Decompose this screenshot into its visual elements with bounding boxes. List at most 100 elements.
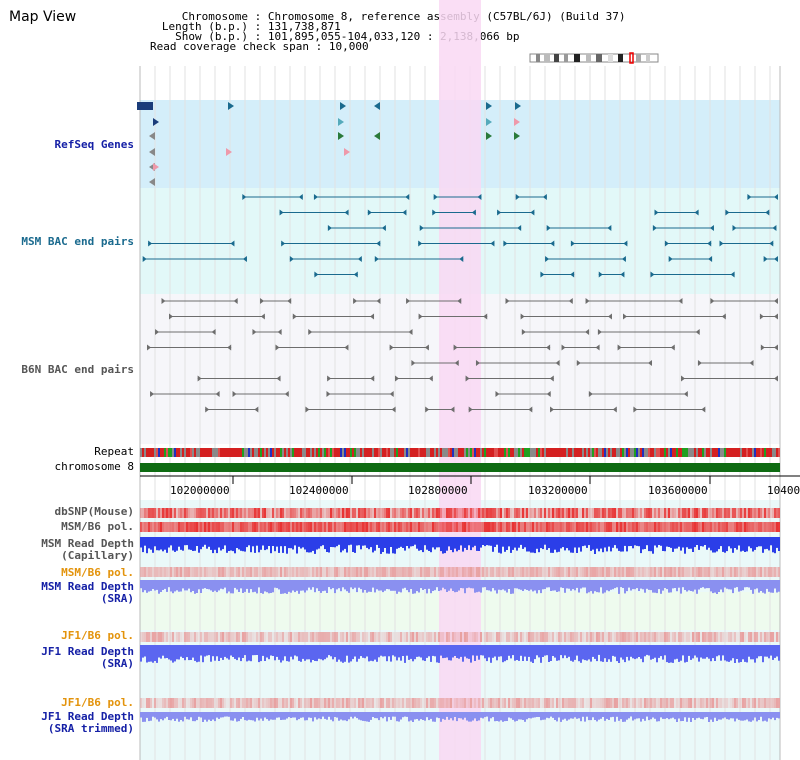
track-label-b6n-bac[interactable]: B6N BAC end pairs	[21, 363, 134, 376]
msm-depth-capillary-bar	[614, 537, 616, 546]
msm-depth-sra-bar	[194, 580, 196, 594]
msm-depth-capillary-bar	[700, 537, 702, 547]
repeat-block	[140, 448, 142, 457]
jf1-depth-sra-bar	[216, 645, 218, 657]
msm-depth-sra-bar	[512, 580, 514, 594]
msm-pol2-heat	[554, 567, 556, 577]
jf1-pol-heat	[726, 632, 728, 642]
jf1-depth-sra-bar	[730, 645, 732, 661]
msm-pol-heat	[770, 522, 772, 532]
dbsnp-heat	[382, 508, 384, 518]
jf1-pol2-heat	[554, 698, 556, 708]
msm-pol2-heat	[390, 567, 392, 577]
track-label-jf1-b6-pol[interactable]: JF1/B6 pol.	[61, 629, 134, 642]
jf1-depth-trim-bar	[700, 712, 702, 719]
msm-depth-sra-bar	[636, 580, 638, 589]
msm-depth-sra-bar	[254, 580, 256, 592]
jf1-depth-sra-bar	[420, 645, 422, 658]
msm-depth-capillary-bar	[446, 537, 448, 551]
jf1-depth-trim-bar	[490, 712, 492, 719]
jf1-depth-sra-bar	[632, 645, 634, 659]
track-label-msm-b6-pol[interactable]: MSM/B6 pol.	[61, 520, 134, 533]
msm-depth-capillary-bar	[388, 537, 390, 554]
msm-pol-heat	[324, 522, 326, 532]
jf1-depth-trim-bar	[420, 712, 422, 720]
jf1-depth-sra-bar	[600, 645, 602, 662]
repeat-block	[634, 448, 636, 457]
repeat-block	[410, 448, 412, 457]
msm-depth-capillary-bar	[684, 537, 686, 554]
msm-pol-heat	[392, 522, 394, 532]
msm-pol2-heat	[272, 567, 274, 577]
b6n-bac-pair	[648, 360, 653, 366]
msm-pol2-heat	[402, 567, 404, 577]
msm-depth-sra-bar	[356, 580, 358, 593]
jf1-depth-sra-bar	[306, 645, 308, 660]
b6n-bac-pair	[146, 344, 151, 351]
repeat-block	[486, 448, 488, 457]
msm-depth-capillary-bar	[774, 537, 776, 554]
msm-depth-sra-bar	[392, 580, 394, 591]
msm-depth-capillary-bar	[696, 537, 698, 545]
msm-depth-sra-bar	[618, 580, 620, 594]
msm-pol-heat	[368, 522, 370, 532]
msm-pol-heat	[198, 522, 200, 532]
repeat-block	[718, 448, 720, 457]
msm-depth-capillary-bar	[364, 537, 366, 546]
dbsnp-heat	[680, 508, 682, 518]
jf1-depth-sra-bar	[590, 645, 592, 662]
repeat-block	[158, 448, 160, 457]
chromosome-ideogram[interactable]	[528, 52, 662, 64]
jf1-depth-trim-bar	[196, 712, 198, 721]
dbsnp-heat	[560, 508, 562, 518]
track-label-msm-bac[interactable]: MSM BAC end pairs	[21, 235, 134, 248]
track-label-msm-depth-sra[interactable]: MSM Read Depth (SRA)	[41, 580, 134, 605]
b6n-bac-pair	[774, 298, 778, 304]
msm-depth-sra-bar	[444, 580, 446, 590]
msm-depth-capillary-bar	[250, 537, 252, 553]
dbsnp-heat	[248, 508, 250, 518]
msm-pol2-heat	[576, 567, 578, 577]
msm-pol-heat	[704, 522, 706, 532]
jf1-depth-trim-bar	[722, 712, 724, 719]
b6n-bac-pair	[697, 360, 702, 366]
jf1-pol-heat	[718, 632, 720, 642]
msm-bac-pair	[540, 271, 545, 278]
jf1-depth-trim-bar	[558, 712, 560, 718]
msm-depth-capillary-bar	[688, 537, 690, 549]
jf1-depth-sra-bar	[504, 645, 506, 662]
msm-pol2-heat	[216, 567, 218, 577]
track-label-msm-depth-capillary[interactable]: MSM Read Depth (Capillary)	[41, 537, 134, 562]
msm-depth-sra-bar	[696, 580, 698, 594]
track-label-jf1-depth-trimmed[interactable]: JF1 Read Depth (SRA trimmed)	[41, 710, 134, 735]
track-label-jf1-depth-sra[interactable]: JF1 Read Depth (SRA)	[41, 645, 134, 670]
jf1-depth-sra-bar	[750, 645, 752, 660]
jf1-depth-sra-bar	[368, 645, 370, 662]
msm-pol-heat	[350, 522, 352, 532]
msm-depth-sra-bar	[436, 580, 438, 588]
jf1-pol-heat	[218, 632, 220, 642]
jf1-depth-sra-bar	[520, 645, 522, 656]
msm-pol-heat	[390, 522, 392, 532]
msm-depth-sra-bar	[394, 580, 396, 591]
track-label-jf1-b6-pol-2[interactable]: JF1/B6 pol.	[61, 696, 134, 709]
jf1-pol-heat	[516, 632, 518, 642]
jf1-pol-heat	[154, 632, 156, 642]
msm-depth-sra-bar	[648, 580, 650, 590]
msm-depth-capillary-bar	[462, 537, 464, 552]
gene-feature	[149, 148, 155, 156]
track-label-dbsnp[interactable]: dbSNP(Mouse)	[54, 505, 134, 518]
jf1-depth-sra-bar	[316, 645, 318, 662]
msm-depth-sra-bar	[754, 580, 756, 590]
jf1-depth-trim-bar	[248, 712, 250, 720]
b6n-bac-pair	[495, 391, 500, 397]
msm-pol-heat	[436, 522, 438, 532]
msm-pol-heat	[496, 522, 498, 532]
dbsnp-heat	[258, 508, 260, 518]
track-label-msm-b6-pol-2[interactable]: MSM/B6 pol.	[61, 566, 134, 579]
msm-depth-sra-bar	[642, 580, 644, 590]
track-label-refseq[interactable]: RefSeq Genes	[54, 138, 134, 151]
repeat-block	[672, 448, 674, 457]
repeat-block	[674, 448, 676, 457]
